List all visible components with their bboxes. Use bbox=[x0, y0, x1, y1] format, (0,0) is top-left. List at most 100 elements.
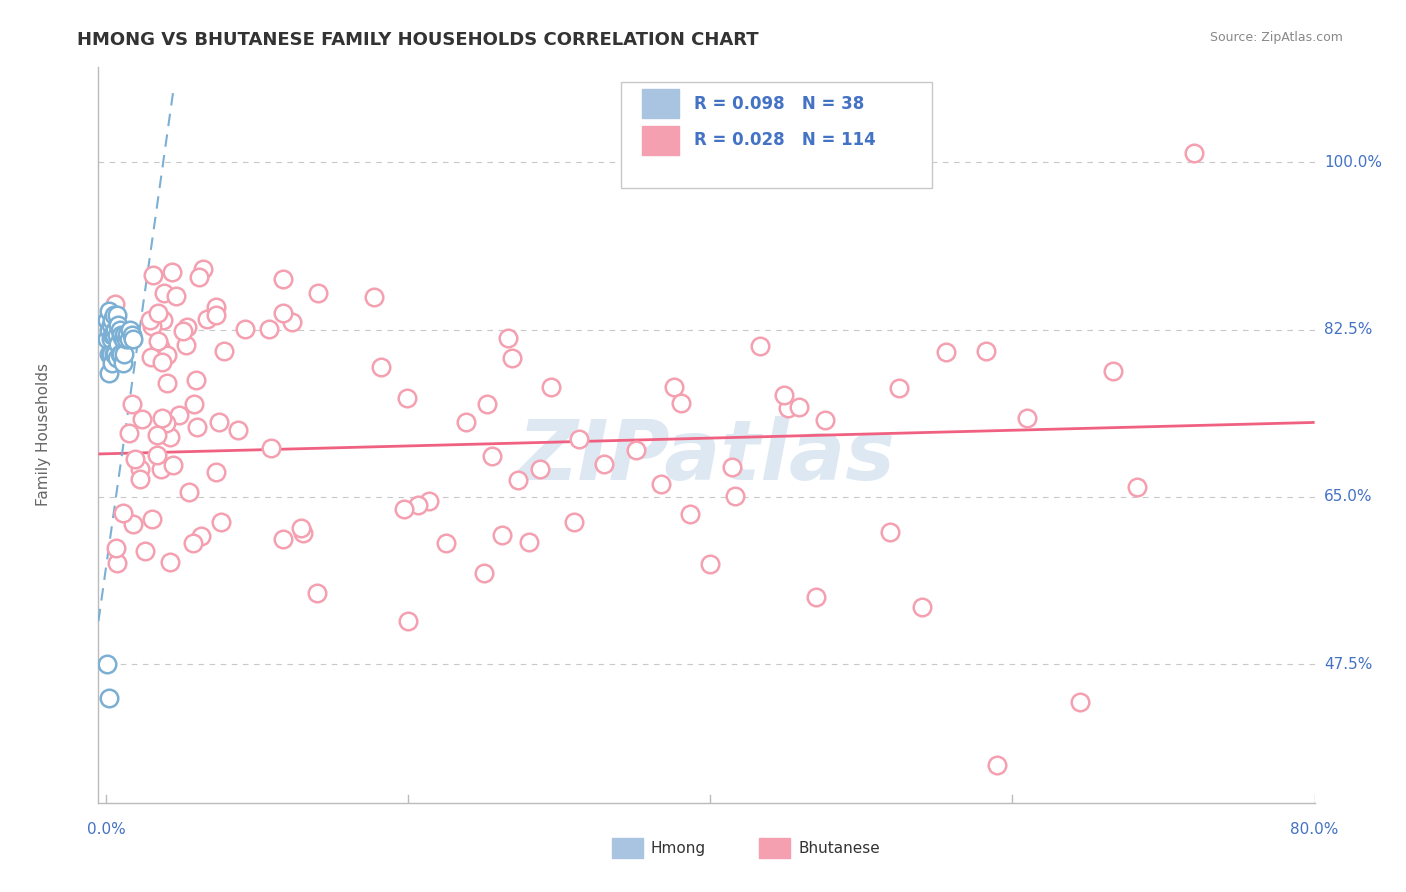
Point bbox=[105, 327, 128, 342]
Point bbox=[141, 351, 163, 365]
Point bbox=[104, 297, 127, 311]
Point bbox=[517, 535, 540, 549]
Point bbox=[112, 346, 135, 360]
Point bbox=[108, 323, 131, 337]
Text: Family Households: Family Households bbox=[37, 363, 51, 507]
Point bbox=[787, 400, 810, 414]
Point bbox=[105, 351, 128, 366]
Point bbox=[107, 337, 129, 351]
Point bbox=[96, 657, 118, 672]
Point bbox=[155, 416, 177, 430]
Point bbox=[101, 356, 124, 370]
Point bbox=[100, 332, 122, 346]
Point bbox=[159, 555, 181, 569]
Point bbox=[124, 451, 146, 466]
Point bbox=[720, 460, 742, 475]
Point bbox=[107, 318, 129, 332]
Point bbox=[778, 401, 800, 415]
Point bbox=[434, 535, 457, 549]
Point bbox=[108, 346, 131, 360]
Point bbox=[96, 332, 118, 346]
Point bbox=[1182, 145, 1205, 160]
Text: R = 0.028   N = 114: R = 0.028 N = 114 bbox=[695, 131, 876, 150]
Point bbox=[184, 373, 207, 387]
Point bbox=[564, 516, 586, 530]
Text: HMONG VS BHUTANESE FAMILY HOUSEHOLDS CORRELATION CHART: HMONG VS BHUTANESE FAMILY HOUSEHOLDS COR… bbox=[77, 31, 759, 49]
Point bbox=[396, 614, 419, 628]
Point bbox=[1069, 696, 1091, 710]
Point bbox=[149, 340, 172, 354]
Text: 47.5%: 47.5% bbox=[1324, 657, 1372, 672]
Point bbox=[103, 327, 125, 342]
Point bbox=[281, 316, 304, 330]
Point bbox=[100, 330, 122, 344]
Point bbox=[121, 327, 143, 342]
Point bbox=[307, 585, 329, 599]
Point bbox=[98, 303, 121, 318]
Point bbox=[1102, 364, 1125, 378]
Point bbox=[104, 346, 127, 360]
Text: Source: ZipAtlas.com: Source: ZipAtlas.com bbox=[1209, 31, 1343, 45]
Text: Bhutanese: Bhutanese bbox=[799, 841, 880, 855]
Point bbox=[146, 428, 169, 442]
Point bbox=[271, 532, 294, 546]
Text: 100.0%: 100.0% bbox=[1324, 155, 1382, 170]
Point bbox=[226, 424, 249, 438]
Point bbox=[131, 412, 153, 426]
Point bbox=[128, 462, 150, 476]
Point bbox=[186, 420, 208, 434]
Point bbox=[197, 312, 219, 326]
Point bbox=[98, 323, 121, 337]
Point bbox=[529, 462, 551, 476]
Point bbox=[418, 493, 440, 508]
Point bbox=[100, 346, 122, 360]
Point bbox=[209, 515, 232, 529]
Point bbox=[105, 557, 128, 571]
Text: 0.0%: 0.0% bbox=[87, 822, 125, 837]
Point bbox=[212, 343, 235, 358]
Point bbox=[193, 261, 215, 276]
Point bbox=[138, 313, 160, 327]
Point bbox=[773, 388, 796, 402]
Point bbox=[148, 306, 170, 320]
Point bbox=[101, 313, 124, 327]
Point bbox=[813, 412, 835, 426]
Point bbox=[363, 290, 385, 304]
Point bbox=[129, 472, 152, 486]
Point bbox=[1015, 410, 1038, 425]
Point bbox=[150, 355, 173, 369]
Point bbox=[887, 381, 910, 395]
Point bbox=[103, 346, 125, 360]
Text: 82.5%: 82.5% bbox=[1324, 322, 1372, 337]
Point bbox=[146, 448, 169, 462]
Point bbox=[724, 489, 747, 503]
Text: 80.0%: 80.0% bbox=[1291, 822, 1339, 837]
Point bbox=[141, 512, 163, 526]
Point bbox=[152, 313, 174, 327]
Point bbox=[114, 332, 136, 346]
Point bbox=[204, 308, 226, 322]
Point bbox=[118, 426, 141, 441]
Point bbox=[146, 334, 169, 348]
Point bbox=[160, 265, 183, 279]
FancyBboxPatch shape bbox=[621, 81, 932, 188]
Point bbox=[159, 430, 181, 444]
Point bbox=[120, 323, 142, 337]
Point bbox=[307, 286, 329, 301]
FancyBboxPatch shape bbox=[643, 126, 679, 155]
Point bbox=[150, 462, 173, 476]
Point bbox=[156, 376, 179, 390]
Point bbox=[188, 269, 211, 284]
Point bbox=[508, 473, 530, 487]
Point bbox=[122, 516, 145, 531]
Point bbox=[699, 557, 721, 571]
Point bbox=[122, 332, 145, 346]
Point bbox=[406, 498, 429, 512]
Point bbox=[624, 442, 647, 457]
Point bbox=[104, 323, 127, 337]
Point bbox=[142, 268, 165, 282]
Point bbox=[183, 535, 205, 549]
Point bbox=[162, 458, 184, 472]
Point bbox=[110, 346, 132, 360]
Point bbox=[491, 528, 513, 542]
